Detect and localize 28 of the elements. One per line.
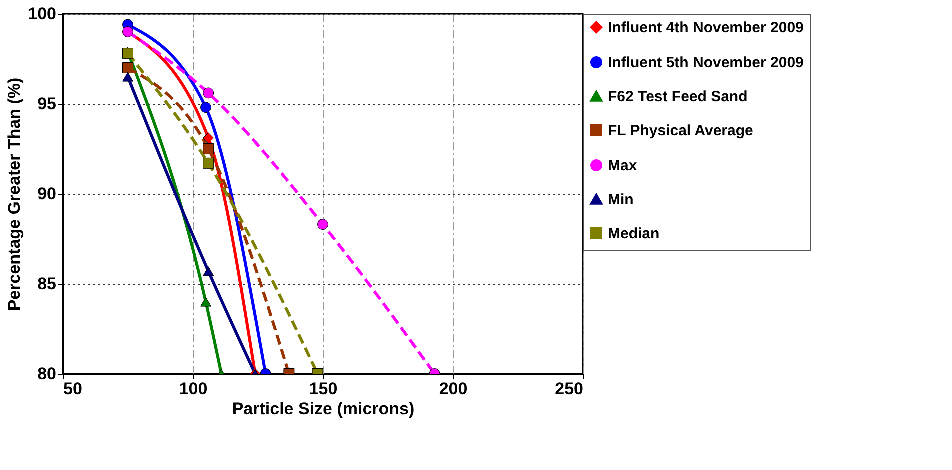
legend-label: Influent 5th November 2009 [608,54,804,72]
legend-label: Max [608,158,638,174]
legend-label: Median [608,226,660,242]
x-tick-label: 250 [555,380,584,398]
point [122,62,134,74]
y-axis-title: Percentage Greater Than (%) [5,78,24,312]
y-tick-label: 100 [28,4,56,24]
x-tick-label: 150 [309,380,338,398]
legend-label: FL Physical Average [608,122,754,140]
y-tick-label: 85 [38,274,56,294]
x-tick-label: 100 [179,380,208,398]
point [203,144,214,154]
point [122,48,134,60]
point [203,132,214,144]
y-tick-label: 90 [38,184,56,204]
point [318,219,328,230]
legend-label: Influent 4th November 2009 [608,20,804,36]
point [203,88,214,99]
legend-label: F62 Test Feed Sand [608,88,748,106]
y-tick-label: 95 [38,94,56,114]
point [122,72,134,82]
point [200,102,212,114]
x-tick-label: 200 [439,380,468,398]
point [203,158,214,169]
x-tick-label: 50 [64,380,82,398]
x-axis-title: Particle Size (microns) [232,400,415,418]
y-tick-label: 80 [38,364,56,384]
legend-label: Min [608,192,634,208]
